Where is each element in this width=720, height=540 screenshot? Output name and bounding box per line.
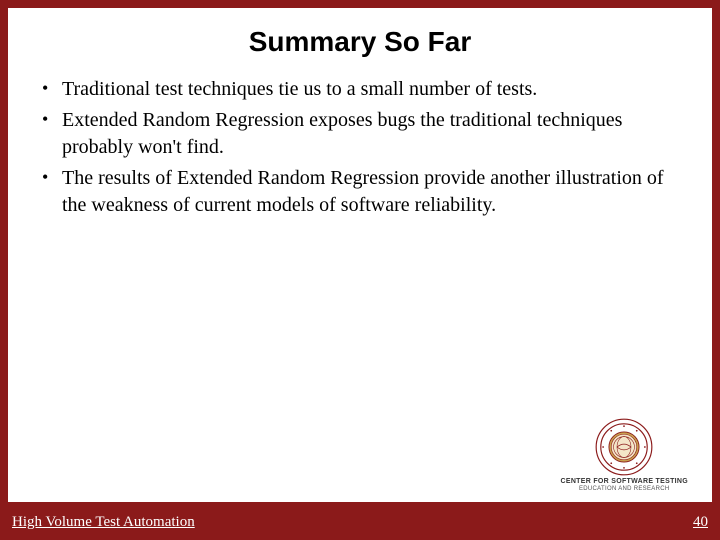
slide-content: Summary So Far Traditional test techniqu…: [8, 8, 712, 502]
slide-title: Summary So Far: [8, 8, 712, 76]
logo-caption-line2: EDUCATION AND RESEARCH: [579, 486, 670, 492]
footer-label: High Volume Test Automation: [12, 514, 195, 531]
list-item: Traditional test techniques tie us to a …: [38, 76, 682, 103]
bullet-list: Traditional test techniques tie us to a …: [8, 76, 712, 219]
institution-seal-icon: [595, 418, 653, 476]
list-item: The results of Extended Random Regressio…: [38, 165, 682, 219]
footer: High Volume Test Automation 40: [12, 504, 708, 540]
page-number: 40: [693, 514, 708, 531]
list-item: Extended Random Regression exposes bugs …: [38, 107, 682, 161]
logo-block: CENTER FOR SOFTWARE TESTING EDUCATION AN…: [561, 418, 689, 492]
logo-caption-line1: CENTER FOR SOFTWARE TESTING: [561, 478, 689, 486]
